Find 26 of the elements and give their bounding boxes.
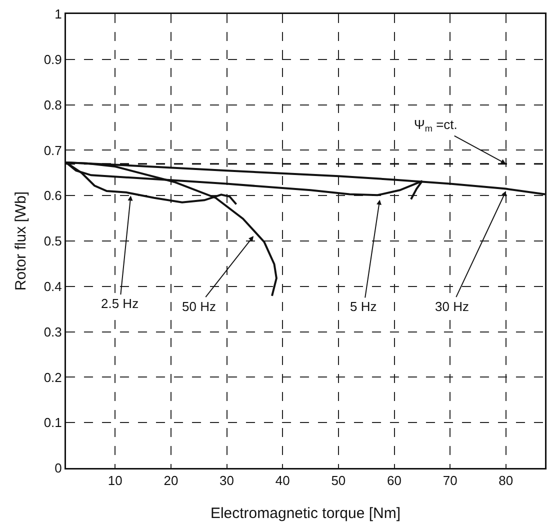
x-tick-label: 60 — [387, 473, 402, 488]
y-tick-label: 0.8 — [44, 97, 62, 112]
x-tick-label: 80 — [498, 473, 514, 488]
y-tick-label: 1 — [54, 6, 62, 22]
x-tick-label: 50 — [331, 473, 346, 488]
y-tick-label: 0.9 — [44, 52, 62, 67]
x-axis-title: Electromagnetic torque [Nm] — [210, 505, 401, 522]
x-tick-label: 10 — [108, 473, 122, 488]
annotation: 50 Hz — [182, 299, 216, 314]
y-axis-title: Rotor flux [Wb] — [12, 191, 30, 291]
y-tick-label: 0.3 — [44, 324, 62, 340]
annotation: 30 Hz — [435, 299, 469, 314]
y-tick-label: 0 — [54, 460, 62, 476]
x-tick-label: 70 — [442, 473, 458, 488]
x-tick-label: 20 — [164, 473, 178, 488]
y-tick-label: 0.7 — [44, 142, 62, 158]
y-tick-label: 0.5 — [44, 234, 62, 249]
y-tick-label: 0.6 — [44, 188, 62, 204]
ref-line-label: Ψ$_{m}$ =ct. — [414, 117, 458, 134]
annotation: 2.5 Hz — [101, 296, 139, 311]
y-tick-label: 0.1 — [44, 415, 62, 430]
y-tick-label: 0.2 — [44, 370, 62, 385]
annotation: 5 Hz — [350, 299, 377, 314]
x-tick-label: 30 — [220, 473, 234, 488]
y-tick-label: 0.4 — [44, 278, 62, 294]
x-tick-label: 40 — [275, 473, 290, 488]
